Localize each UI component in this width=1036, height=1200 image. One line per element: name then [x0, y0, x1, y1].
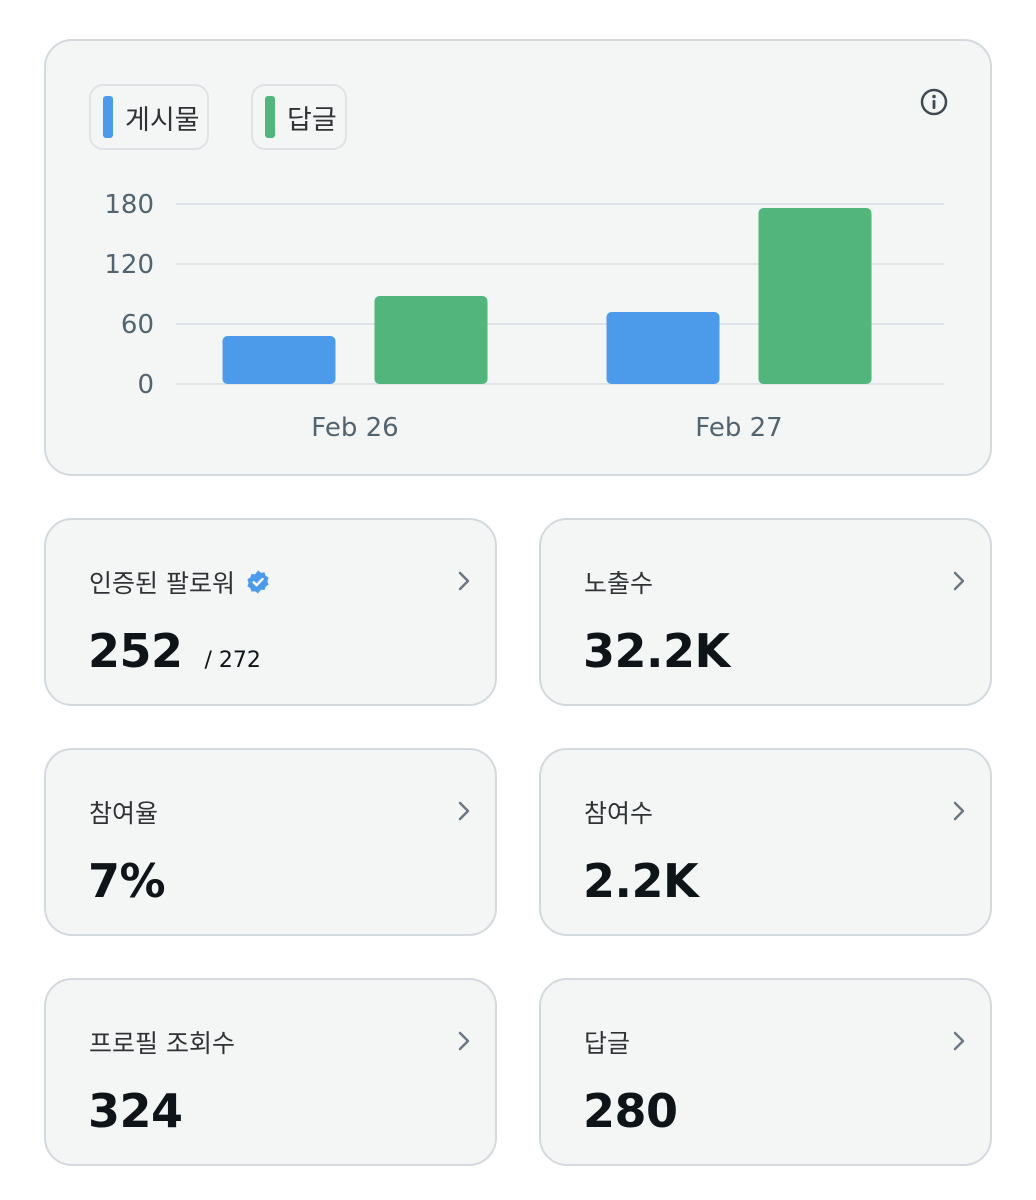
y-tick-label: 60 — [121, 310, 154, 340]
replies-color-swatch — [265, 96, 275, 138]
stat-value-verified-followers: 252/ 272 — [88, 624, 261, 678]
bar-replies — [758, 208, 872, 384]
bar-posts — [606, 312, 720, 384]
stat-card-profile-visits[interactable]: 프로필 조회수 324 — [44, 978, 497, 1166]
stat-label-verified-followers: 인증된 팔로워 — [89, 569, 235, 598]
y-tick-label: 120 — [104, 250, 154, 280]
legend-posts-label: 게시물 — [125, 104, 200, 136]
stat-value-profile-visits: 324 — [88, 1084, 183, 1138]
info-icon[interactable] — [919, 87, 949, 117]
chevron-right-icon[interactable] — [453, 1028, 475, 1054]
bar-posts — [222, 336, 336, 384]
stat-value-impressions: 32.2K — [583, 624, 730, 678]
chevron-right-icon[interactable] — [453, 798, 475, 824]
chevron-right-icon[interactable] — [453, 568, 475, 594]
stat-total-followers: / 272 — [204, 648, 261, 673]
stat-card-engagement-rate[interactable]: 참여율 7% — [44, 748, 497, 936]
bar-replies — [374, 296, 488, 384]
stat-value-engagement-rate: 7% — [88, 854, 166, 908]
engagement-chart-card: 게시물 답글 0 60 120 180 Feb 26 Feb 27 — [44, 39, 992, 476]
stat-value-replies: 280 — [583, 1084, 678, 1138]
legend-replies-label: 답글 — [287, 104, 337, 136]
stat-value-engagements: 2.2K — [583, 854, 699, 908]
posts-color-swatch — [103, 96, 113, 138]
stat-card-engagements[interactable]: 참여수 2.2K — [539, 748, 992, 936]
y-tick-label: 180 — [104, 190, 154, 220]
stat-label-engagements: 참여수 — [584, 799, 654, 828]
x-tick-label: Feb 26 — [311, 413, 398, 443]
verified-badge-icon — [247, 570, 269, 594]
stat-label-profile-visits: 프로필 조회수 — [89, 1029, 235, 1058]
stat-label-replies: 답글 — [584, 1029, 631, 1058]
chevron-right-icon[interactable] — [948, 1028, 970, 1054]
legend-replies[interactable]: 답글 — [251, 84, 347, 150]
stat-label-engagement-rate: 참여율 — [89, 799, 159, 828]
bar-chart: 0 60 120 180 Feb 26 Feb 27 — [104, 190, 944, 443]
chevron-right-icon[interactable] — [948, 798, 970, 824]
stat-card-impressions[interactable]: 노출수 32.2K — [539, 518, 992, 706]
x-tick-label: Feb 27 — [695, 413, 782, 443]
y-tick-label: 0 — [137, 370, 154, 400]
stat-card-verified-followers[interactable]: 인증된 팔로워 252/ 272 — [44, 518, 497, 706]
stat-label-impressions: 노출수 — [584, 569, 654, 598]
stat-card-replies[interactable]: 답글 280 — [539, 978, 992, 1166]
legend-posts[interactable]: 게시물 — [89, 84, 209, 150]
chevron-right-icon[interactable] — [948, 568, 970, 594]
